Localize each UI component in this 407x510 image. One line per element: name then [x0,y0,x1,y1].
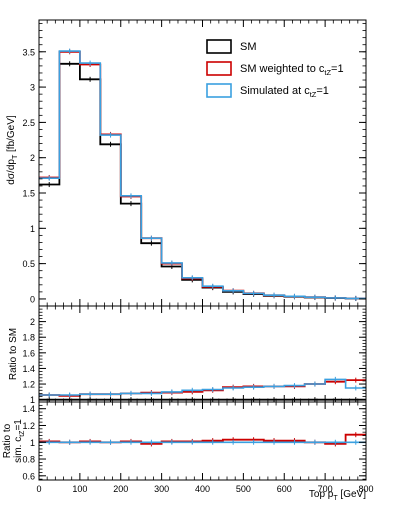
legend-label-text: Simulated at c [240,85,310,97]
y-axis-title-ratio-sim-subscript: tZ [19,430,26,437]
ratio_sim-ytick-label: 1 [30,438,35,448]
y-axis-title-ratio-sim-line1: Ratio to [2,423,13,458]
main-ytick-label: 2.5 [22,118,35,128]
legend-label: SM [240,41,257,53]
legend-label-suffix: =1 [316,85,329,97]
y-axis-title-main-text: dσ/dp [6,159,17,185]
legend-swatch [206,83,232,98]
ratio_sm-ytick-label: 2 [30,317,35,327]
x-tick-label: 300 [154,484,169,494]
ratio_sim-panel: 0.6 0.8 1 1.2 1.4 0 100 200 300 400 500 600 700 800 [22,401,374,494]
ratio_sm-ytick-label: 1.2 [22,380,35,390]
legend-label-text: SM [240,41,257,53]
legend-label-suffix: =1 [331,63,344,75]
ratio_sm-frame [38,305,367,403]
main-ytick-label: 0.5 [22,259,35,269]
x-tick-label: 100 [72,484,87,494]
ratio_sm-series-simulated [39,378,366,396]
main-ytick-label: 2 [30,153,35,163]
legend-label-subscript: tZ [310,90,317,99]
ratio_sim-ytick-label: 1.2 [22,421,35,431]
ratio_sim-ytick-label: 0.8 [22,455,35,465]
x-tick-label: 500 [236,484,251,494]
ratio_sm-panel: 1 1.2 1.4 1.6 1.8 2 [22,305,367,405]
x-tick-label: 200 [113,484,128,494]
main-ytick-label: 1.5 [22,189,35,199]
x-tick-label: 700 [318,484,333,494]
main-ytick-label: 1 [30,224,35,234]
x-tick-label: 0 [36,484,41,494]
x-axis-title-subscript: T [333,495,338,502]
main-series-simulated [39,50,366,300]
y-axis-title-ratio-sim-suffix: =1 [13,419,24,431]
x-tick-label: 800 [358,484,373,494]
x-axis-title-main: Top p [309,489,334,500]
legend-swatch [206,61,232,76]
y-axis-title-main-subscript: T [12,154,19,159]
y-axis-title-main: dσ/dpT [fb/GeV] [6,115,19,185]
legend-label: Simulated at ctZ=1 [240,85,329,99]
ratio_sm-ytick-label: 1 [30,395,35,405]
x-axis-title: Top pT [GeV] [309,489,366,502]
ratio_sm-ytick-label: 1.4 [22,364,35,374]
y-axis-title-ratio-sm: Ratio to SM [8,328,19,380]
x-tick-label: 400 [195,484,210,494]
ratio_sim-ytick-label: 1.4 [22,404,35,414]
main-ytick-label: 3 [30,83,35,93]
legend-label-text: SM weighted to c [240,63,325,75]
ratio_sm-ytick-label: 1.6 [22,348,35,358]
x-axis-title-unit: [GeV] [338,489,367,500]
y-axis-title-ratio-sim-line2-text: sim. c [13,437,24,463]
y-axis-title-main-unit: [fb/GeV] [6,115,17,155]
legend-swatch [206,39,232,54]
y-axis-title-ratio-sim-line2: sim. ctZ=1 [13,419,26,463]
main-series-sm [39,62,366,300]
main-ytick-label: 0 [30,294,35,304]
legend-label: SM weighted to ctZ=1 [240,63,344,77]
x-tick-label: 600 [277,484,292,494]
ratio_sim-ytick-label: 0.6 [22,471,35,481]
legend-label-subscript: tZ [324,68,331,77]
ratio_sm-ytick-label: 1.8 [22,333,35,343]
main-ytick-label: 3.5 [22,47,35,57]
